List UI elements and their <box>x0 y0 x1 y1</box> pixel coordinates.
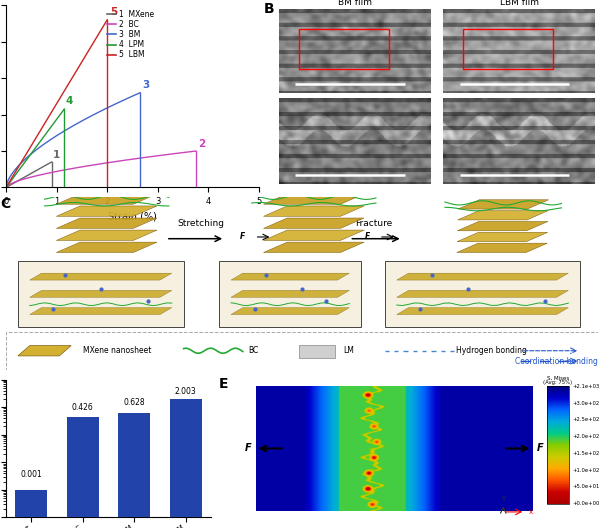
Polygon shape <box>231 273 349 280</box>
Text: 4: 4 <box>66 97 73 107</box>
Polygon shape <box>56 230 157 240</box>
Polygon shape <box>263 194 364 204</box>
Text: F: F <box>240 232 245 241</box>
Bar <box>219 261 361 327</box>
Text: LM: LM <box>344 346 355 355</box>
Polygon shape <box>56 242 157 252</box>
Polygon shape <box>30 290 172 297</box>
Bar <box>6 332 598 370</box>
Text: Stretching: Stretching <box>178 219 225 229</box>
Polygon shape <box>56 206 157 216</box>
Text: +2.5e+02: +2.5e+02 <box>573 418 600 422</box>
Polygon shape <box>30 308 172 315</box>
Polygon shape <box>263 230 364 240</box>
Text: (Avg: 75%): (Avg: 75%) <box>544 380 573 385</box>
Text: B: B <box>263 2 274 16</box>
Polygon shape <box>231 308 349 315</box>
Bar <box>298 29 389 69</box>
Text: 0.001: 0.001 <box>21 470 42 479</box>
Polygon shape <box>30 273 172 280</box>
Text: C: C <box>0 197 10 211</box>
Polygon shape <box>458 211 548 220</box>
Bar <box>170 399 202 528</box>
Text: F: F <box>364 232 370 241</box>
Text: E: E <box>219 377 229 391</box>
Text: F: F <box>245 444 252 454</box>
Text: 0.426: 0.426 <box>72 403 94 412</box>
Text: +1.0e+02: +1.0e+02 <box>573 468 600 473</box>
Polygon shape <box>18 345 71 356</box>
Polygon shape <box>457 221 548 231</box>
Text: F: F <box>536 444 543 454</box>
Text: S, Mises: S, Mises <box>547 376 569 381</box>
Text: +0.0e+00: +0.0e+00 <box>573 501 600 506</box>
Polygon shape <box>231 290 349 297</box>
Text: +2.1e+03: +2.1e+03 <box>573 384 600 389</box>
Text: LBM film: LBM film <box>500 0 539 7</box>
Bar <box>385 261 580 327</box>
Text: 5: 5 <box>110 7 117 17</box>
Text: 0.628: 0.628 <box>123 398 145 407</box>
Polygon shape <box>397 308 568 315</box>
Text: Hydrogen bonding: Hydrogen bonding <box>456 346 527 355</box>
Text: 2.003: 2.003 <box>175 386 196 395</box>
Polygon shape <box>397 290 568 297</box>
Text: +3.0e+02: +3.0e+02 <box>573 401 600 406</box>
Bar <box>118 413 150 528</box>
Bar <box>463 29 553 69</box>
Text: 2: 2 <box>198 139 205 149</box>
Bar <box>18 261 184 327</box>
Text: +2.0e+02: +2.0e+02 <box>573 434 600 439</box>
Text: x: x <box>528 509 533 515</box>
Text: 3: 3 <box>143 80 150 90</box>
Legend: 1  MXene, 2  BC, 3  BM, 4  LPM, 5  LBM: 1 MXene, 2 BC, 3 BM, 4 LPM, 5 LBM <box>106 9 155 60</box>
Polygon shape <box>56 194 157 204</box>
Text: BC: BC <box>249 346 259 355</box>
Text: +1.5e+02: +1.5e+02 <box>573 451 600 456</box>
Text: Coordination bonding: Coordination bonding <box>515 356 598 365</box>
Polygon shape <box>457 232 548 242</box>
Polygon shape <box>56 218 157 229</box>
Polygon shape <box>457 243 547 252</box>
Polygon shape <box>263 242 364 252</box>
Text: 1: 1 <box>53 150 60 160</box>
Bar <box>15 490 47 528</box>
Text: +5.0e+01: +5.0e+01 <box>573 484 600 489</box>
Text: Fracture: Fracture <box>355 219 393 229</box>
Text: Y: Y <box>501 496 506 502</box>
Text: BM film: BM film <box>338 0 372 7</box>
Polygon shape <box>458 200 548 209</box>
Text: MXene nanosheet: MXene nanosheet <box>83 346 152 355</box>
Bar <box>547 386 569 504</box>
Polygon shape <box>397 273 568 280</box>
X-axis label: Strain (%): Strain (%) <box>108 212 157 222</box>
Bar <box>67 417 98 528</box>
Polygon shape <box>263 206 364 216</box>
FancyBboxPatch shape <box>299 345 335 359</box>
Polygon shape <box>263 218 364 229</box>
